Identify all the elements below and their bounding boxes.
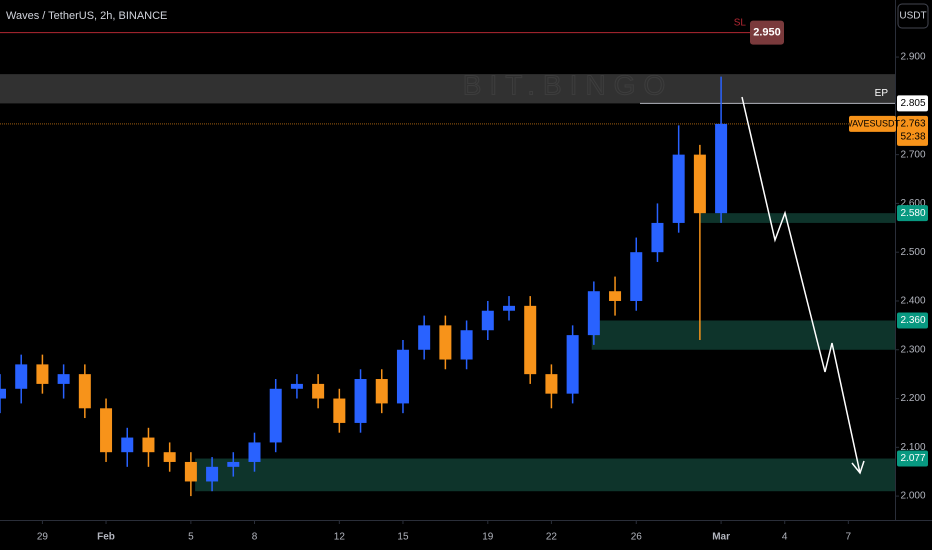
candle-body	[36, 364, 49, 384]
candle-body	[418, 325, 431, 350]
entry-price-label: 2.805	[900, 98, 925, 109]
candle-body	[312, 383, 325, 399]
candle-body	[375, 379, 388, 404]
x-tick-label: 4	[782, 532, 788, 543]
candle-body	[396, 349, 409, 404]
x-tick-label: 7	[846, 532, 852, 543]
zone-price-tag	[897, 450, 928, 467]
stop-loss-name: SL	[734, 17, 747, 28]
zone-price-tag	[897, 205, 928, 222]
x-tick-label: 26	[631, 532, 643, 543]
symbol-label: WAVESUSDT	[844, 118, 901, 128]
candle-body	[248, 442, 261, 462]
candle-body	[587, 291, 600, 336]
entry-band	[0, 74, 895, 104]
candle-body	[78, 374, 91, 409]
y-tick-label: 2.900	[900, 52, 925, 63]
last-price-tag	[897, 115, 928, 146]
x-tick-label: 5	[188, 532, 194, 543]
support-zone	[591, 320, 895, 350]
currency-button[interactable]	[897, 3, 929, 29]
candle-body	[333, 398, 346, 423]
zone-price-label: 2.360	[900, 315, 925, 326]
zone-price-tag	[897, 312, 928, 329]
y-tick-label: 2.200	[900, 393, 925, 404]
candle-body	[651, 222, 664, 253]
candle-body	[184, 461, 197, 482]
y-tick-label: 2.100	[900, 442, 925, 453]
candle-body	[0, 388, 6, 399]
zone-price-label: 2.077	[900, 453, 925, 464]
support-zone	[699, 213, 895, 223]
stop-loss-label: 2.950	[753, 27, 781, 39]
x-tick-label: 22	[546, 532, 558, 543]
y-tick-label: 2.500	[900, 247, 925, 258]
last-price-label: 2.763	[900, 119, 925, 130]
candle-body	[290, 383, 303, 389]
candle-body	[630, 252, 643, 301]
symbol-tag	[849, 115, 896, 132]
x-tick-label: 19	[482, 532, 494, 543]
currency-label[interactable]: USDT	[899, 11, 926, 22]
candle-body	[57, 374, 70, 384]
candle-body	[566, 335, 579, 394]
plot: BIT.BINGOEPSL2.950	[0, 17, 896, 497]
candle-body	[15, 364, 28, 389]
x-tick-label: 15	[397, 532, 409, 543]
y-tick-label: 2.000	[900, 491, 925, 502]
candle-body	[460, 330, 473, 360]
y-tick-label: 2.600	[900, 198, 925, 209]
candle-body	[693, 154, 706, 214]
projection-arrowhead	[851, 460, 865, 475]
candle-body	[672, 154, 685, 223]
x-tick-label: Mar	[712, 532, 730, 543]
x-tick-label: 29	[37, 532, 49, 543]
countdown-label: 52:38	[900, 132, 925, 143]
stop-loss-tag	[750, 20, 784, 45]
candle-body	[142, 437, 155, 453]
entry-price-tag	[897, 95, 928, 112]
candle-body	[163, 452, 176, 462]
candle-body	[524, 305, 537, 375]
x-tick-label: 8	[252, 532, 258, 543]
candle-body	[100, 408, 113, 453]
support-zone	[195, 458, 896, 492]
candle-body	[481, 310, 494, 331]
x-tick-label: 12	[334, 532, 346, 543]
chart-title: Waves / TetherUS, 2h, BINANCE	[6, 10, 167, 22]
candle-body	[121, 437, 134, 453]
candle-body	[715, 123, 728, 214]
zone-price-label: 2.580	[900, 208, 925, 219]
y-tick-label: 2.300	[900, 344, 925, 355]
y-tick-label: 2.400	[900, 296, 925, 307]
candle-body	[269, 388, 282, 443]
candle-body	[227, 461, 240, 467]
entry-name: EP	[875, 88, 889, 99]
candle-body	[503, 305, 516, 311]
projection-path	[741, 96, 861, 474]
candle-body	[609, 291, 622, 301]
candle-body	[354, 379, 367, 423]
x-tick-label: Feb	[97, 532, 115, 543]
y-tick-label: 2.700	[900, 149, 925, 160]
candle-body	[545, 374, 558, 394]
candle-body	[206, 466, 219, 482]
candle-body	[439, 325, 452, 360]
